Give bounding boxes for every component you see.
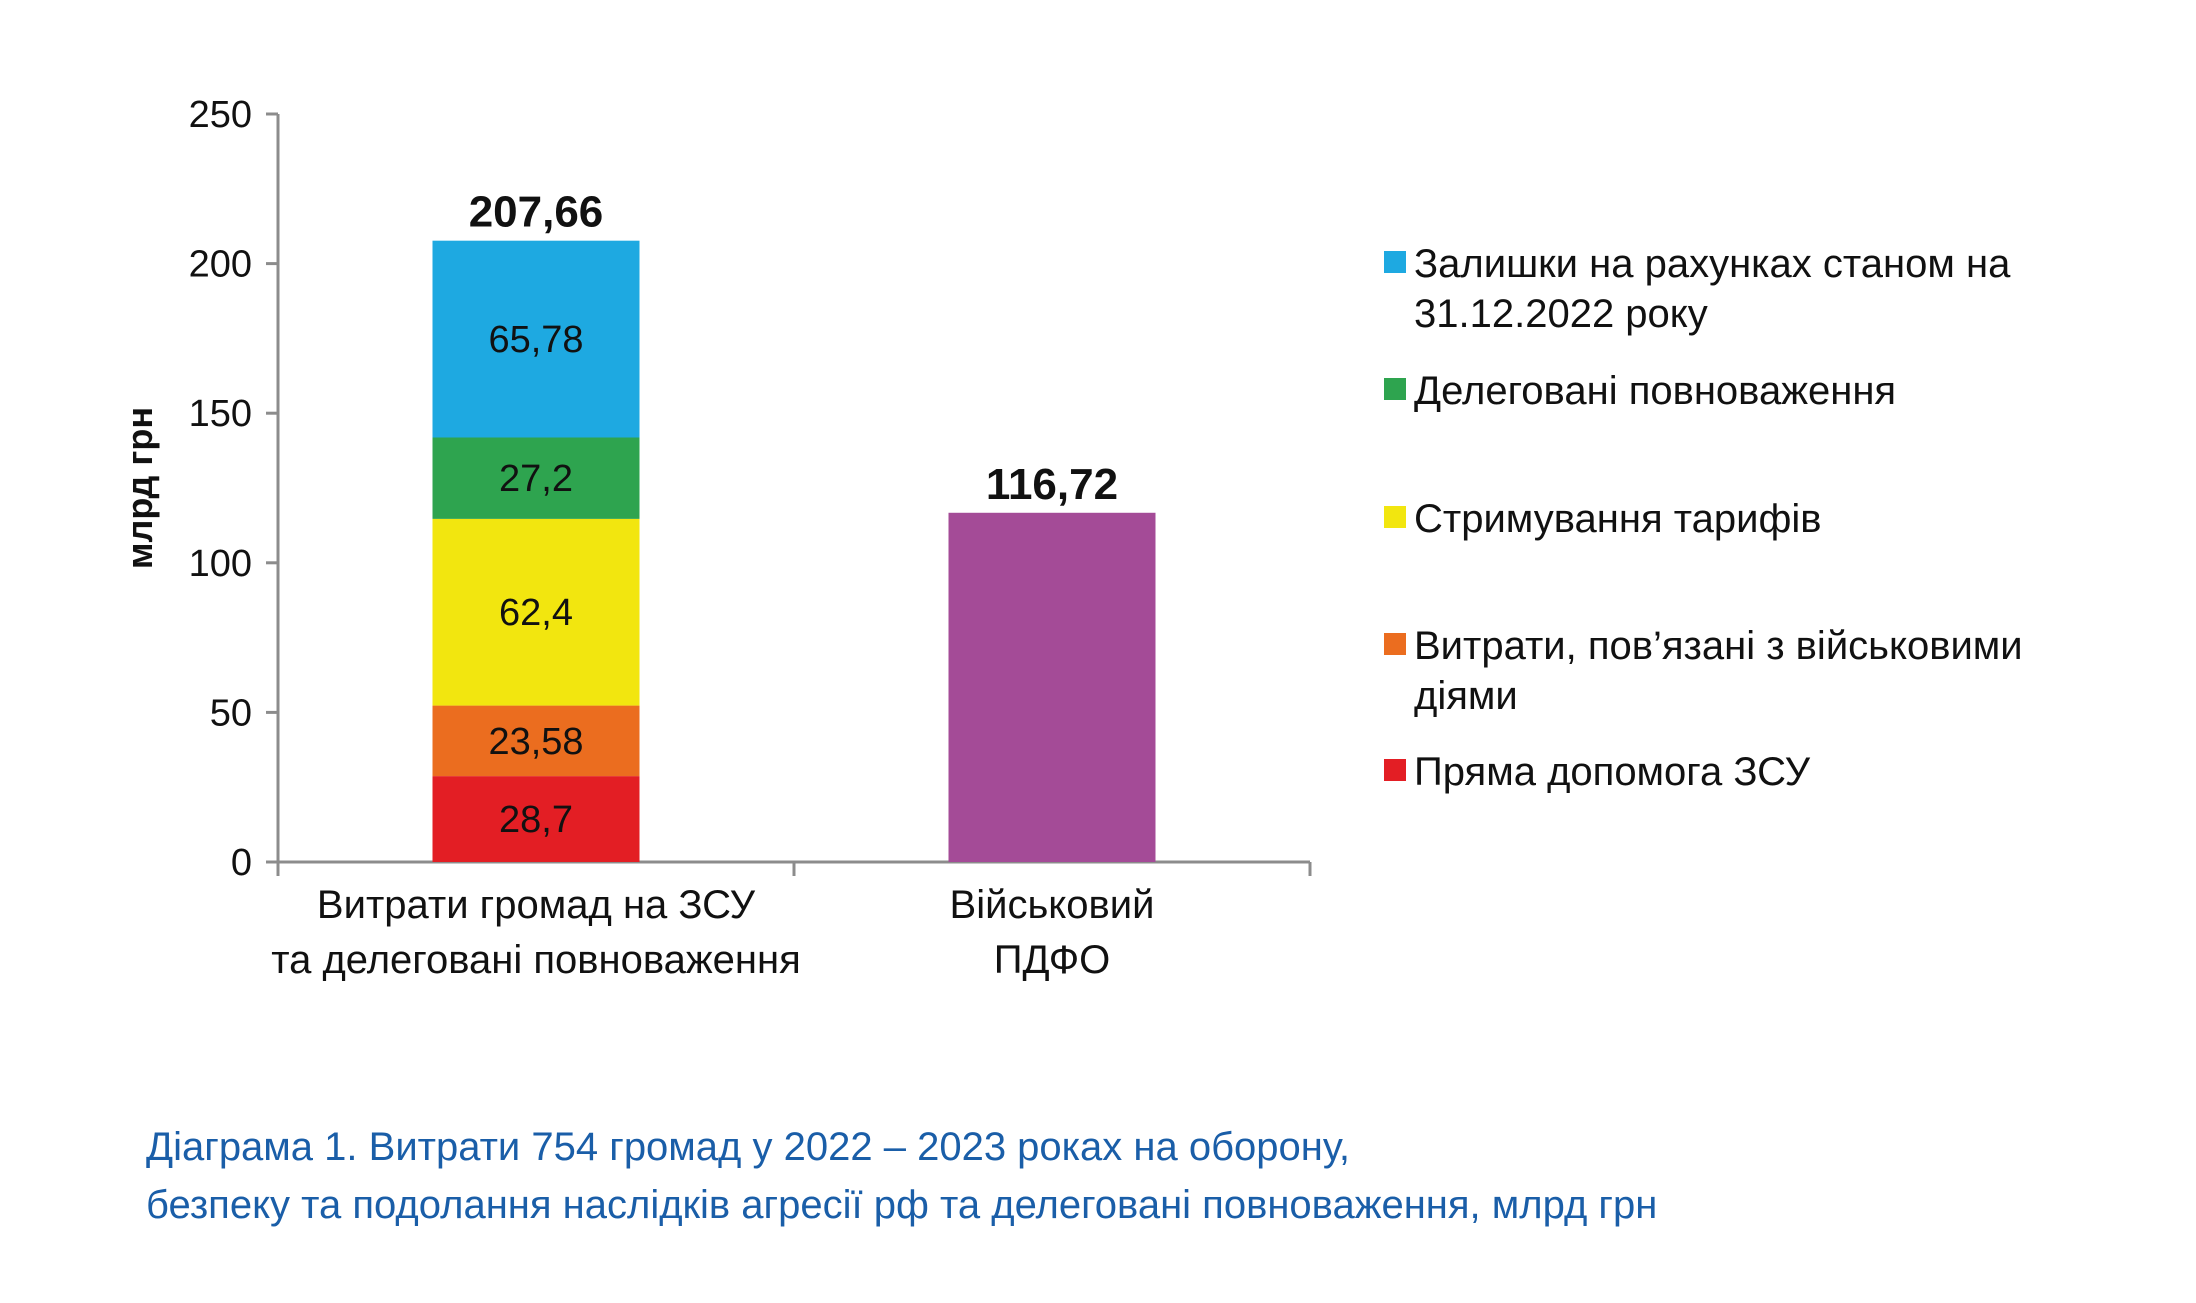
y-axis-title: млрд грн: [119, 407, 160, 569]
x-category-label: Витрати громад на ЗСУ: [317, 883, 756, 927]
bar-segment: [948, 512, 1156, 862]
y-tick-label: 50: [210, 692, 252, 734]
caption-line-2: безпеку та подолання наслідків агресії р…: [146, 1183, 1658, 1227]
bar-segment: [432, 776, 640, 862]
legend-swatch: [1384, 506, 1406, 528]
bar-total-label: 116,72: [986, 460, 1118, 509]
bar-total-label: 207,66: [469, 188, 604, 237]
x-category-label: ПДФО: [994, 938, 1110, 982]
bar-value-label: 62,4: [499, 592, 573, 634]
bar-value-label: 28,7: [499, 799, 573, 841]
legend-label: Витрати, пов’язані з військовими: [1414, 624, 2023, 668]
y-tick-label: 0: [231, 842, 252, 884]
bar-value-label: 23,58: [488, 721, 583, 763]
bar-value-label: 65,78: [488, 319, 583, 361]
x-category-label: та делеговані повноваження: [271, 938, 801, 982]
legend-label: Пряма допомога ЗСУ: [1414, 750, 1811, 794]
x-category-label: Військовий: [950, 883, 1155, 927]
legend-label: діями: [1414, 674, 1518, 718]
bar-segment: [432, 705, 640, 777]
y-tick-label: 250: [189, 94, 252, 136]
caption-line-1: Діаграма 1. Витрати 754 громад у 2022 – …: [146, 1125, 1350, 1169]
legend-swatch: [1384, 759, 1406, 781]
y-tick-label: 200: [189, 244, 252, 286]
legend-label: Залишки на рахунках станом на: [1414, 242, 2011, 286]
legend-swatch: [1384, 633, 1406, 655]
bar-segment: [432, 518, 640, 706]
bar-value-label: 27,2: [499, 458, 573, 500]
legend-label: 31.12.2022 року: [1414, 292, 1708, 336]
y-tick-label: 150: [189, 393, 252, 435]
bar-segment: [432, 240, 640, 438]
legend-swatch: [1384, 378, 1406, 400]
legend-swatch: [1384, 251, 1406, 273]
legend-label: Делеговані повноваження: [1414, 369, 1896, 413]
legend-label: Стримування тарифів: [1414, 497, 1822, 541]
figure-caption: Діаграма 1. Витрати 754 громад у 2022 – …: [146, 1118, 2046, 1234]
bar-segment: [432, 437, 640, 519]
y-tick-label: 100: [189, 543, 252, 585]
